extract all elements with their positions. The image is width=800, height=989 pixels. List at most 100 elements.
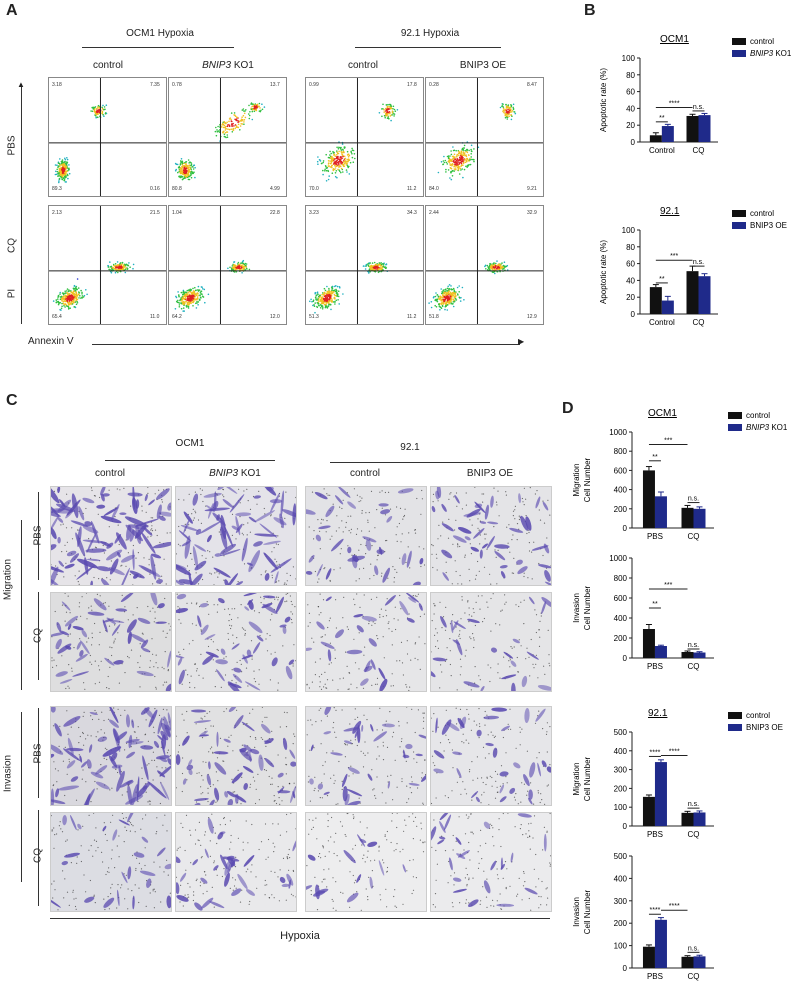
flow-event-dot <box>344 160 346 162</box>
flow-event-dot <box>326 167 328 169</box>
membrane-pore <box>388 492 389 493</box>
flow-event-dot <box>217 126 219 128</box>
micrograph-svg <box>51 487 171 585</box>
stained-cell <box>441 522 455 533</box>
membrane-pore <box>456 571 457 572</box>
flow-event-dot <box>455 164 457 166</box>
stained-cell <box>155 621 167 624</box>
membrane-pore <box>78 742 79 743</box>
flow-event-dot <box>59 292 61 294</box>
membrane-pore <box>519 519 520 520</box>
membrane-pore <box>92 637 93 638</box>
flow-event-dot <box>367 263 369 265</box>
membrane-pore <box>312 682 313 683</box>
flow-event-dot <box>506 109 508 111</box>
membrane-pore <box>324 567 325 568</box>
membrane-pore <box>191 559 192 560</box>
membrane-pore <box>466 650 467 651</box>
flow-event-dot <box>104 109 106 111</box>
membrane-pore <box>154 611 155 612</box>
membrane-pore <box>252 656 253 657</box>
membrane-pore <box>196 602 197 603</box>
membrane-pore <box>514 509 515 510</box>
flow-event-dot <box>244 113 246 115</box>
stained-cell <box>401 553 407 566</box>
membrane-pore <box>82 769 83 770</box>
stained-cell <box>442 571 450 581</box>
flow-event-dot <box>454 168 456 170</box>
membrane-pore <box>324 672 325 673</box>
stained-cell <box>306 508 316 516</box>
flow-event-dot <box>436 294 438 296</box>
membrane-pore <box>413 595 414 596</box>
flow-event-dot <box>485 265 487 267</box>
flow-event-dot <box>317 293 319 295</box>
flow-event-dot <box>227 128 229 130</box>
membrane-pore <box>179 745 180 746</box>
flow-event-dot <box>178 295 180 297</box>
stained-cell <box>176 593 187 600</box>
flow-event-dot <box>330 304 332 306</box>
flow-event-dot <box>336 150 338 152</box>
flow-event-dot <box>58 304 60 306</box>
membrane-pore <box>151 638 152 639</box>
flow-event-dot <box>229 126 231 128</box>
flow-event-dot <box>333 297 335 299</box>
membrane-pore <box>546 537 547 538</box>
flow-event-dot <box>68 291 70 293</box>
membrane-pore <box>540 520 541 521</box>
membrane-pore <box>113 642 114 643</box>
membrane-pore <box>271 778 272 779</box>
stained-cell <box>452 534 467 544</box>
stained-cell <box>480 549 483 558</box>
membrane-pore <box>517 657 518 658</box>
membrane-pore <box>183 649 184 650</box>
flow-event-dot <box>501 105 503 107</box>
membrane-pore <box>411 776 412 777</box>
flow-event-dot <box>186 161 188 163</box>
membrane-pore <box>449 638 450 639</box>
membrane-pore <box>187 732 188 733</box>
stained-cell <box>346 650 362 655</box>
flow-event-dot <box>446 302 448 304</box>
membrane-pore <box>258 684 259 685</box>
membrane-pore <box>207 550 208 551</box>
membrane-pore <box>238 489 239 490</box>
flow-event-dot <box>468 150 470 152</box>
flow-event-dot <box>71 292 73 294</box>
membrane-pore <box>183 720 184 721</box>
membrane-pore <box>381 576 382 577</box>
flow-event-dot <box>60 176 62 178</box>
stained-cell <box>66 748 84 752</box>
membrane-pore <box>284 584 285 585</box>
flow-event-dot <box>441 161 443 163</box>
flow-event-dot <box>331 286 333 288</box>
membrane-pore <box>100 595 101 596</box>
membrane-pore <box>408 798 409 799</box>
membrane-pore <box>165 651 166 652</box>
membrane-pore <box>209 573 210 574</box>
membrane-pore <box>518 671 519 672</box>
membrane-pore <box>465 555 466 556</box>
membrane-pore <box>154 676 155 677</box>
flow-event-dot <box>445 160 447 162</box>
membrane-pore <box>482 621 483 622</box>
stained-cell <box>314 491 328 501</box>
membrane-pore <box>524 573 525 574</box>
flow-event-dot <box>75 301 77 303</box>
flow-event-dot <box>445 306 447 308</box>
flow-event-dot <box>448 169 450 171</box>
membrane-pore <box>123 488 124 489</box>
membrane-pore <box>164 559 165 560</box>
membrane-pore <box>457 583 458 584</box>
flow-event-dot <box>451 289 453 291</box>
flow-event-dot <box>493 264 495 266</box>
membrane-pore <box>530 487 531 488</box>
membrane-pore <box>327 795 328 796</box>
flow-event-dot <box>78 297 80 299</box>
membrane-pore <box>108 606 109 607</box>
flow-event-dot <box>63 293 65 295</box>
flow-event-dot <box>190 162 192 164</box>
